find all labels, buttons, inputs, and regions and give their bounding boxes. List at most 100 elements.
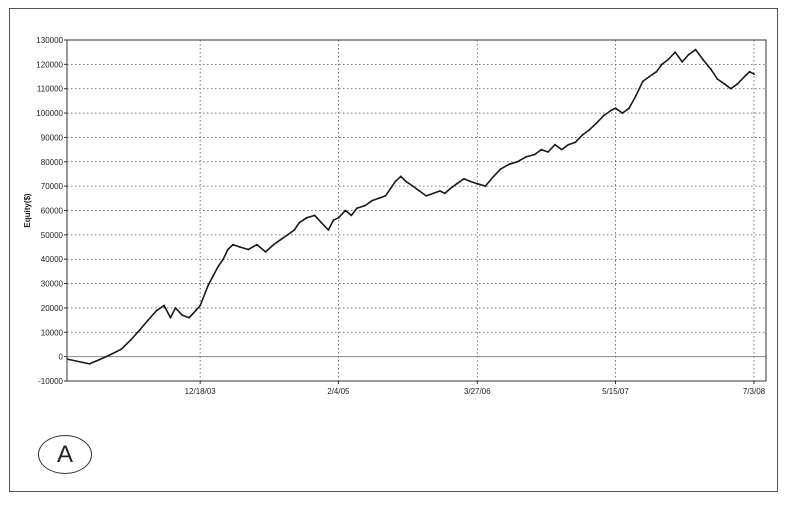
x-tick-label: 7/3/08 — [743, 387, 766, 396]
equity-data-point — [439, 190, 441, 192]
equity-data-point — [540, 148, 543, 151]
equity-data-point — [272, 243, 275, 246]
y-tick-label: 110000 — [37, 85, 64, 94]
equity-data-point — [337, 216, 340, 219]
figure-frame — [9, 8, 778, 492]
equity-data-point — [97, 359, 99, 362]
y-tick-label: 10000 — [41, 328, 64, 337]
y-tick-label: 40000 — [41, 255, 64, 264]
equity-data-point — [377, 197, 380, 200]
y-tick-label: 70000 — [41, 182, 64, 191]
equity-data-point — [743, 75, 746, 78]
y-tick-label: 100000 — [36, 109, 63, 118]
equity-data-point — [207, 285, 209, 287]
equity-data-point — [628, 107, 630, 110]
equity-data-point — [463, 177, 465, 180]
equity-data-point — [138, 329, 141, 331]
equity-data-point — [560, 148, 563, 151]
equity-data-point — [418, 190, 421, 192]
equity-data-point — [681, 61, 684, 63]
equity-data-point — [702, 58, 704, 61]
equity-data-point — [595, 121, 598, 124]
y-axis-title: Equity($) — [23, 193, 32, 228]
equity-data-point — [674, 51, 677, 54]
equity-data-point — [687, 53, 690, 56]
equity-data-point — [492, 175, 495, 178]
equity-data-point — [581, 134, 584, 136]
equity-data-point — [723, 82, 726, 85]
equity-data-point — [327, 229, 330, 231]
equity-data-point — [476, 182, 479, 185]
equity-data-point — [399, 175, 402, 178]
x-tick-label: 2/4/05 — [327, 387, 350, 396]
equity-data-point — [588, 129, 590, 132]
equity-data-point — [404, 180, 407, 183]
equity-data-point — [155, 309, 158, 312]
equity-data-point — [188, 316, 191, 319]
equity-data-point — [456, 182, 458, 185]
equity-data-point — [661, 63, 663, 66]
equity-data-point — [232, 243, 234, 246]
y-tick-label: 90000 — [41, 133, 64, 142]
equity-data-point — [716, 78, 719, 80]
equity-data-point — [279, 238, 282, 241]
equity-data-point — [130, 338, 133, 341]
equity-data-point — [710, 68, 712, 71]
equity-data-point — [525, 156, 527, 158]
equity-data-point — [394, 180, 397, 183]
equity-data-point — [88, 363, 91, 365]
equity-data-point — [621, 112, 624, 114]
equity-data-point — [286, 234, 289, 236]
equity-data-point — [320, 221, 323, 224]
series-layer — [66, 48, 755, 365]
equity-data-point — [332, 219, 335, 222]
equity-data-point — [614, 107, 617, 110]
y-tick-label: 120000 — [36, 60, 63, 69]
equity-data-point — [554, 143, 556, 146]
equity-data-point — [449, 187, 452, 190]
equity-data-point — [239, 246, 241, 248]
x-axis-ticks: 12/18/03 2/4/05 3/27/06 5/15/07 7/3/08 — [185, 381, 766, 396]
equity-data-point — [516, 160, 519, 163]
equity-data-point — [499, 168, 502, 171]
equity-data-point — [641, 80, 644, 83]
equity-data-point — [547, 151, 549, 153]
equity-data-point — [350, 214, 353, 217]
equity-data-point — [222, 258, 225, 261]
equity-data-point — [227, 248, 229, 251]
equity-data-point — [655, 70, 658, 73]
equity-data-point — [356, 207, 358, 210]
equity-data-point — [199, 304, 202, 307]
y-tick-label: 60000 — [41, 207, 64, 216]
equity-data-point — [634, 95, 637, 97]
x-tick-label: 5/15/07 — [602, 387, 629, 396]
equity-data-point — [730, 87, 732, 90]
equity-data-point — [602, 114, 605, 117]
equity-data-point — [370, 199, 373, 202]
equity-data-point — [469, 180, 471, 183]
equity-data-point — [567, 143, 570, 146]
equity-data-point — [508, 163, 511, 166]
grid-lines — [67, 40, 766, 381]
equity-data-point — [293, 229, 296, 231]
y-tick-label: 30000 — [41, 280, 64, 289]
equity-data-point — [305, 216, 308, 219]
plot-border — [66, 39, 767, 382]
equity-data-point — [108, 354, 110, 357]
equity-data-point — [411, 185, 414, 188]
equity-data-point — [344, 209, 347, 212]
equity-data-point — [736, 82, 739, 85]
equity-data-point — [364, 204, 366, 207]
equity-data-point — [484, 185, 487, 188]
x-tick-label: 3/27/06 — [464, 387, 491, 396]
y-tick-label: 50000 — [41, 231, 64, 240]
y-tick-label: 130000 — [36, 36, 63, 45]
equity-data-point — [444, 192, 446, 195]
equity-data-point — [753, 73, 755, 75]
equity-data-point — [667, 58, 670, 61]
equity-data-point — [247, 248, 250, 251]
equity-data-point — [174, 307, 177, 309]
equity-data-point — [256, 243, 258, 246]
equity-data-point — [384, 195, 387, 197]
equity-data-point — [609, 109, 612, 112]
